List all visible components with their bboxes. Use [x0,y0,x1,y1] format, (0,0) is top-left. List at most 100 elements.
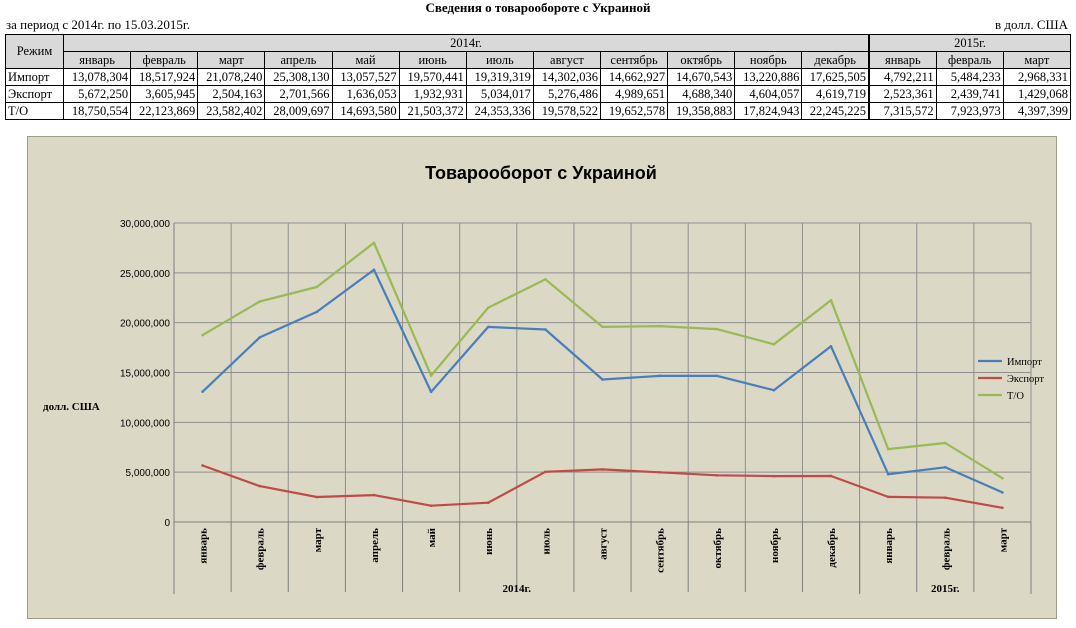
data-point [258,336,261,339]
x-tick-label: февраль [255,528,267,570]
x-tick-label: апрель [369,528,381,563]
year-header: 2014г. [63,34,870,52]
data-point [772,474,776,478]
data-point [201,390,204,393]
chart-panel: Товарооборот с Украиной долл. США 0 5,000… [27,136,1057,619]
data-point [486,501,490,505]
table-cell: 17,824,943 [734,102,803,120]
x-tick-label: ноябрь [769,528,781,563]
table-row: Экспорт 5,672,250 3,605,945 2,504,163 2,701,… [5,85,1072,103]
data-point [372,241,376,245]
month-header: май [331,51,400,69]
table-cell: 19,652,578 [599,102,669,120]
month-header: март [1002,51,1072,69]
series-layer [201,241,1004,510]
data-point [772,388,776,392]
data-point [315,310,319,314]
chart-title: Товарооборот с Украиной [425,163,657,183]
table-cell: 22,245,225 [801,102,870,120]
x-tick-label: октябрь [712,528,724,569]
data-point [829,345,833,348]
table-cell: 1,636,053 [331,85,400,103]
data-point [429,374,433,377]
row-label: Экспорт [5,85,64,103]
data-point [486,325,490,329]
x-tick-label: июль [540,528,552,555]
table-cell: 3,605,945 [130,85,199,103]
legend-label: Импорт [1007,357,1042,368]
table-cell: 24,353,336 [465,102,534,120]
month-header: июнь [398,51,467,69]
data-point [715,473,719,477]
report-title: Сведения о товарообороте с Украиной [425,0,651,15]
data-point [258,484,261,488]
grid-layer [174,222,1032,522]
table-cell: 25,308,130 [264,68,333,86]
table-cell: 5,484,233 [935,68,1004,86]
trade-data-table: Режим 2014г. 2015г. январь февраль март апре… [5,34,1072,120]
month-header: октябрь [667,51,736,69]
month-header: ноябрь [734,51,803,69]
month-header: декабрь [801,51,870,69]
data-point [601,378,604,381]
table-cell: 19,358,883 [667,102,736,120]
month-header: январь [62,51,132,69]
data-point [429,504,433,507]
series-line-3 [202,241,1003,480]
legend-label: Экспорт [1007,374,1044,385]
year-header-row: Режим 2014г. 2015г. [5,34,1071,69]
x-tick-label: сентябрь [655,528,667,573]
data-point [372,268,376,272]
table-cell: 19,578,522 [532,102,602,120]
data-point [372,493,376,497]
data-point [658,324,661,328]
table-cell: 2,504,163 [197,85,266,103]
x-tick-label: январь [198,528,210,564]
row-label: Т/О [5,102,64,120]
x-tick-label: июнь [483,528,495,555]
table-cell: 13,220,886 [734,68,803,86]
row-label: Импорт [5,68,64,86]
table-cell: 2,968,331 [1002,68,1072,86]
mode-header: Режим [5,34,64,69]
x-tick-label: май [426,527,438,547]
table-cell: 7,923,973 [935,102,1004,120]
data-point [601,325,604,329]
table-row: Т/О 18,750,554 22,123,869 23,582,402 28,009,… [5,102,1072,120]
table-cell: 14,302,036 [532,68,602,86]
x-group-label: 2014г. [503,583,532,595]
table-cell: 2,701,566 [264,85,333,103]
x-tick-label: август [598,527,610,559]
table-cell: 21,503,372 [398,102,467,120]
trade-line-chart: Товарооборот с Украиной долл. США 0 5,000… [43,163,1044,595]
data-point [1001,491,1004,494]
data-point [315,495,319,499]
table-cell: 19,570,441 [398,68,467,86]
table-cell: 14,670,543 [667,68,736,86]
data-point [315,285,319,289]
month-header: январь [867,51,937,69]
month-header: апрель [264,51,333,69]
table-cell: 18,750,554 [62,102,132,120]
table-cell: 4,604,057 [734,85,803,103]
y-axis-label: долл. США [43,401,100,413]
table-cell: 13,078,304 [62,68,132,86]
table-cell: 14,693,580 [331,102,400,120]
data-point [886,472,890,476]
table-cell: 5,276,486 [532,85,602,103]
table-cell: 4,619,719 [801,85,870,103]
data-point [772,343,776,346]
data-point [258,300,261,303]
data-point [944,466,947,469]
data-point [486,306,490,309]
data-point [201,333,204,337]
month-header: февраль [130,51,199,69]
table-cell: 4,397,399 [1002,102,1072,120]
data-point [715,374,719,378]
month-header: июль [465,51,534,69]
period-text: за период с 2014г. по 15.03.2015г. [6,17,191,32]
x-tick-label: декабрь [826,528,838,568]
data-point [715,327,719,331]
currency-text: в долл. США [995,17,1068,32]
table-row: Импорт 13,078,304 18,517,924 21,078,240 25,3… [5,68,1072,86]
